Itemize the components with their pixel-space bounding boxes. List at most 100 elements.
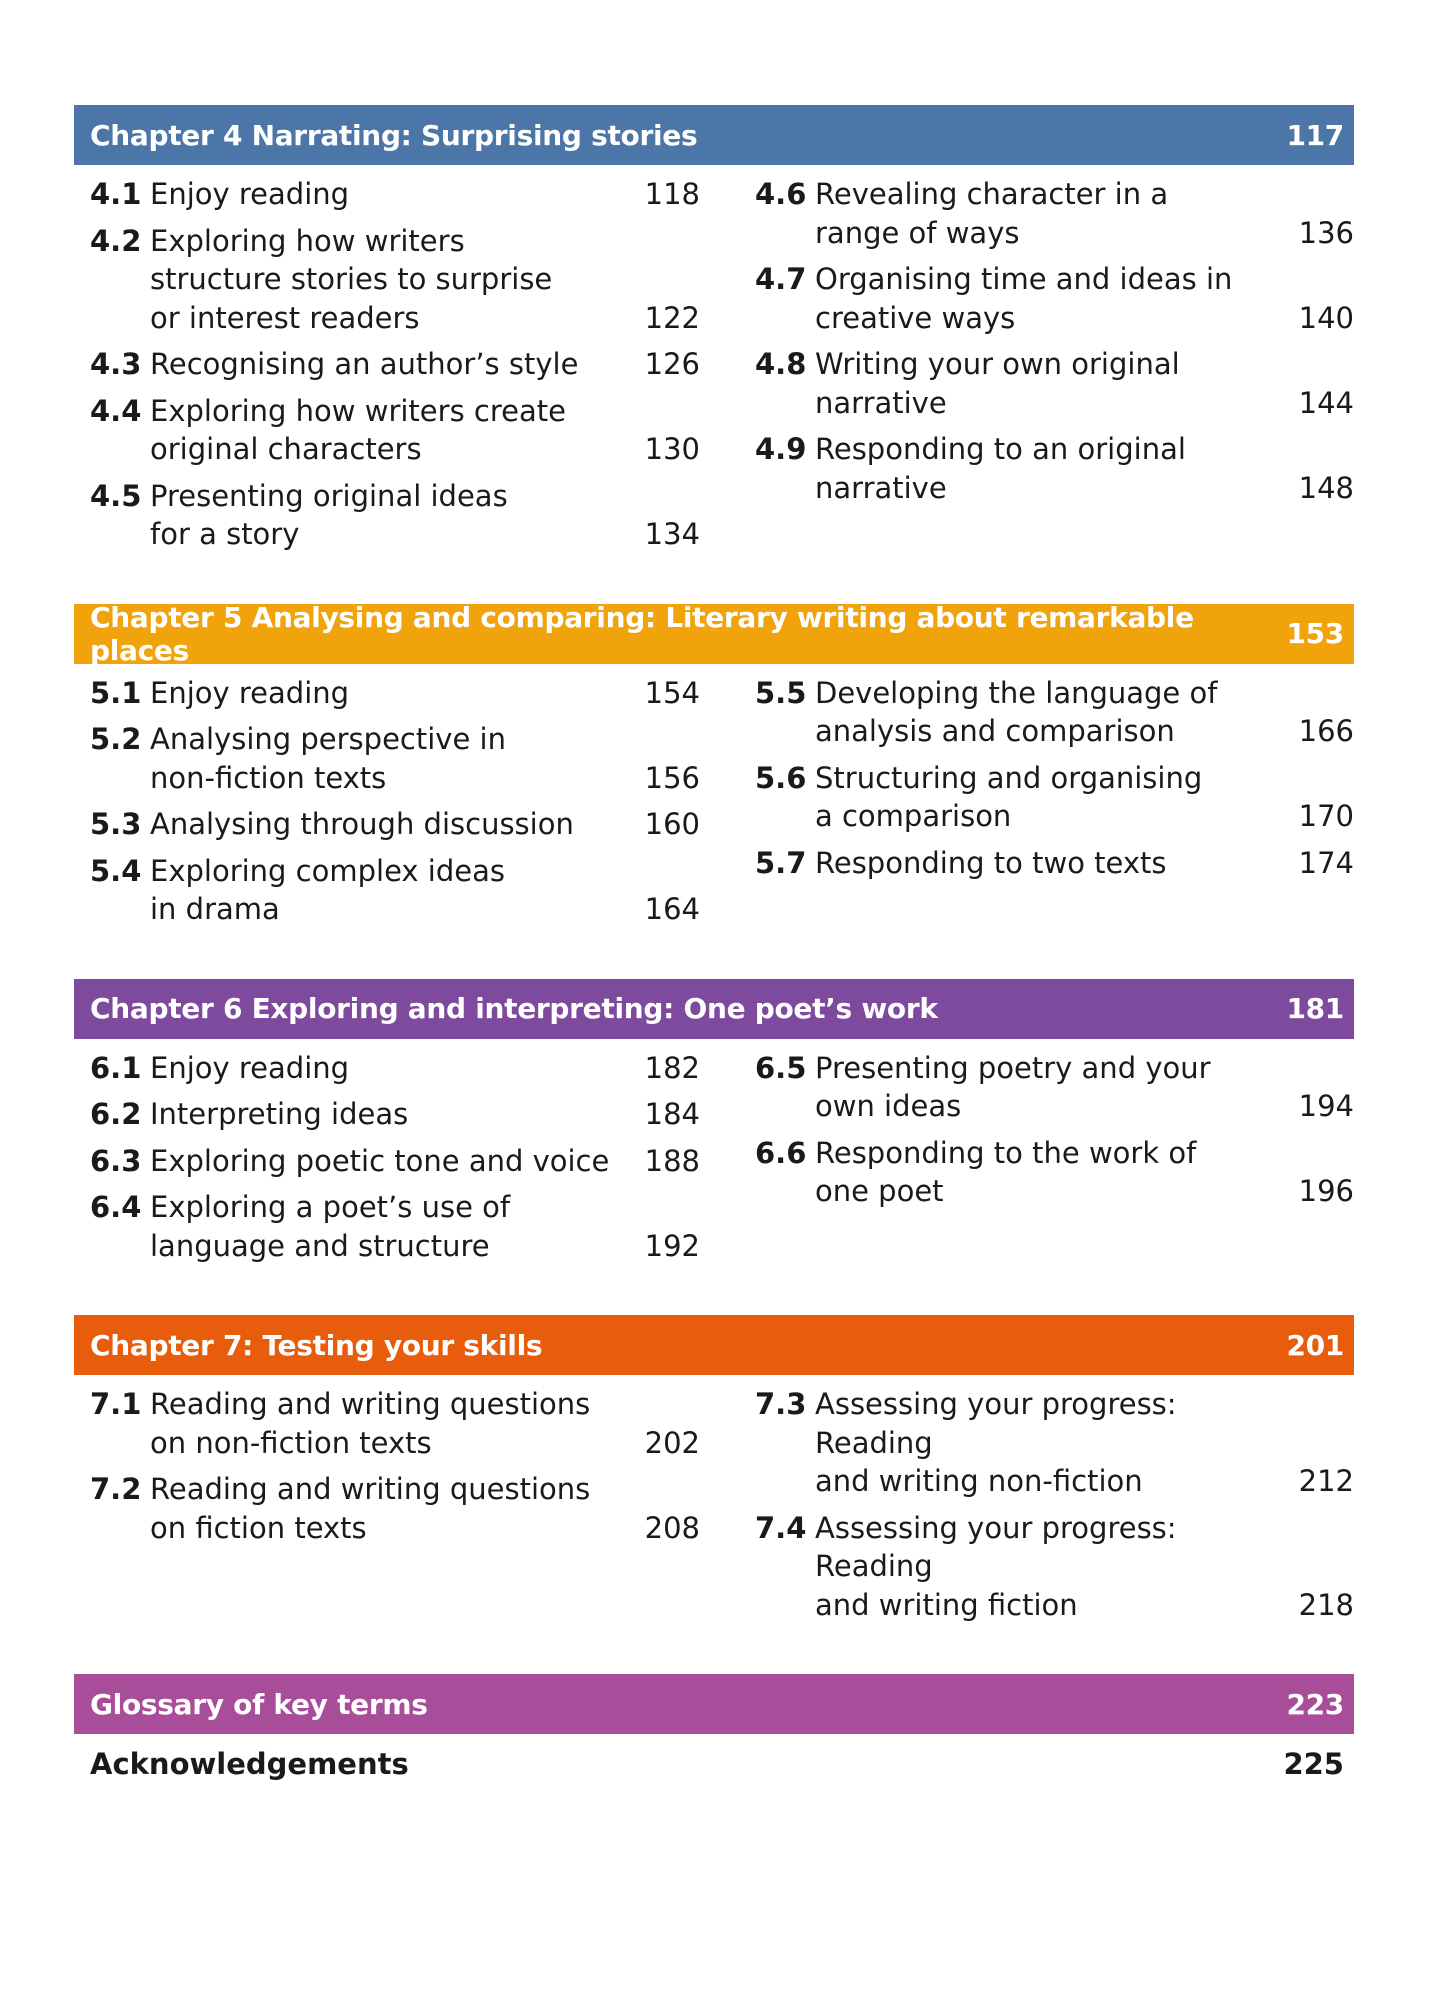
toc-entry-6-2[interactable]: 6.2 Interpreting ideas 184 xyxy=(90,1095,700,1134)
entry-page: 144 xyxy=(1298,385,1354,420)
chapter-7-left-column: 7.1 Reading and writing questions on non-… xyxy=(90,1385,700,1632)
toc-entry-5-4[interactable]: 5.4 Exploring complex ideas in drama 164 xyxy=(90,852,700,929)
entry-number: 6.3 xyxy=(90,1143,142,1178)
chapter-6-header[interactable]: Chapter 6 Exploring and interpreting: On… xyxy=(74,978,1354,1039)
entry-number: 5.3 xyxy=(90,807,142,841)
entry-title: Reading and writing questions on non-fic… xyxy=(150,1387,591,1460)
toc-entry-4-9[interactable]: 4.9 Responding to an original narrative 14… xyxy=(755,430,1354,507)
entry-page: 184 xyxy=(644,1097,700,1131)
toc-entry-6-5[interactable]: 6.5 Presenting poetry and your own ideas 1… xyxy=(755,1049,1354,1126)
toc-entry-5-6[interactable]: 5.6 Structuring and organising a comparis… xyxy=(755,759,1354,836)
entry-number: 4.3 xyxy=(90,347,142,381)
entry-page: 218 xyxy=(1298,1587,1354,1622)
entry-title: Assessing your progress: Reading and wri… xyxy=(815,1387,1177,1498)
chapter-page: 201 xyxy=(1286,1328,1344,1362)
toc-entry-5-1[interactable]: 5.1 Enjoy reading 154 xyxy=(90,674,700,713)
entry-page: 192 xyxy=(644,1228,700,1263)
entry-title: Writing your own original narrative xyxy=(815,347,1180,420)
toc-entry-4-2[interactable]: 4.2 Exploring how writers structure stori… xyxy=(90,222,700,338)
entry-title: Recognising an author’s style xyxy=(150,347,579,381)
toc-entry-6-6[interactable]: 6.6 Responding to the work of one poet 196 xyxy=(755,1134,1354,1211)
entry-page: 118 xyxy=(644,177,700,211)
toc-entry-5-7[interactable]: 5.7 Responding to two texts 174 xyxy=(755,844,1354,883)
entry-number: 5.6 xyxy=(755,760,807,795)
entry-title: Enjoy reading xyxy=(150,1050,350,1085)
entry-number: 6.5 xyxy=(755,1050,807,1085)
entry-number: 4.7 xyxy=(755,262,807,296)
entry-title: Revealing character in a range of ways xyxy=(815,177,1169,250)
acknowledgements-row[interactable]: Acknowledgements 225 xyxy=(74,1734,1354,1794)
entry-title: Exploring complex ideas in drama xyxy=(150,853,505,927)
entry-title: Exploring poetic tone and voice xyxy=(150,1143,610,1178)
toc-entry-5-3[interactable]: 5.3 Analysing through discussion 160 xyxy=(90,805,700,844)
chapter-4-header[interactable]: Chapter 4 Narrating: Surprising stories … xyxy=(74,105,1354,165)
toc-entry-6-1[interactable]: 6.1 Enjoy reading 182 xyxy=(90,1049,700,1088)
entry-page: 166 xyxy=(1298,714,1354,748)
toc-entry-4-3[interactable]: 4.3 Recognising an author’s style 126 xyxy=(90,345,700,384)
entry-number: 4.8 xyxy=(755,347,807,381)
toc-entry-7-2[interactable]: 7.2 Reading and writing questions on fict… xyxy=(90,1470,700,1547)
entry-title: Exploring a poet’s use of language and s… xyxy=(150,1190,511,1263)
entry-number: 4.2 xyxy=(90,223,142,258)
chapter-5-header[interactable]: Chapter 5 Analysing and comparing: Liter… xyxy=(74,601,1354,667)
entry-title: Analysing perspective in non-fiction tex… xyxy=(150,722,506,795)
chapter-title: Chapter 6 Exploring and interpreting: On… xyxy=(90,992,938,1025)
entry-page: 148 xyxy=(1298,470,1354,505)
glossary-title: Glossary of key terms xyxy=(90,1687,428,1721)
chapter-5-section: Chapter 5 Analysing and comparing: Liter… xyxy=(74,601,1354,937)
toc-entry-7-1[interactable]: 7.1 Reading and writing questions on non-… xyxy=(90,1385,700,1462)
chapter-7-section: Chapter 7: Testing your skills 201 7.1 Re… xyxy=(74,1315,1354,1632)
entry-title: Enjoy reading xyxy=(150,675,350,710)
toc-entry-4-8[interactable]: 4.8 Writing your own original narrative 14… xyxy=(755,345,1354,422)
entry-title: Enjoy reading xyxy=(150,177,350,211)
chapter-6-left-column: 6.1 Enjoy reading 182 6.2 Interpreting idea… xyxy=(90,1049,700,1274)
entry-title: Responding to the work of one poet xyxy=(815,1135,1197,1209)
toc-entry-4-6[interactable]: 4.6 Revealing character in a range of way… xyxy=(755,175,1354,252)
entry-page: 130 xyxy=(644,432,700,466)
glossary-header[interactable]: Glossary of key terms 223 xyxy=(74,1674,1354,1734)
toc-entry-4-1[interactable]: 4.1 Enjoy reading 118 xyxy=(90,175,700,214)
chapter-5-left-column: 5.1 Enjoy reading 154 5.2 Analysing perspec… xyxy=(90,674,700,937)
toc-entry-6-4[interactable]: 6.4 Exploring a poet’s use of language an… xyxy=(90,1188,700,1265)
entry-page: 188 xyxy=(644,1143,700,1178)
entry-number: 6.6 xyxy=(755,1135,807,1170)
chapter-7-header[interactable]: Chapter 7: Testing your skills 201 xyxy=(74,1315,1354,1375)
entry-number: 6.4 xyxy=(90,1190,142,1224)
chapter-page: 153 xyxy=(1286,617,1344,650)
entry-title: Organising time and ideas in creative wa… xyxy=(815,262,1233,335)
toc-entry-5-5[interactable]: 5.5 Developing the language of analysis a… xyxy=(755,674,1354,751)
entry-number: 4.4 xyxy=(90,393,142,428)
entry-number: 7.1 xyxy=(90,1387,142,1421)
entry-number: 7.4 xyxy=(755,1510,807,1545)
acknowledgements-page: 225 xyxy=(1283,1747,1344,1781)
entry-page: 194 xyxy=(1298,1089,1354,1123)
toc-entry-4-4[interactable]: 4.4 Exploring how writers create original… xyxy=(90,392,700,469)
entry-number: 5.2 xyxy=(90,722,142,756)
entry-title: Presenting original ideas for a story xyxy=(150,478,508,552)
entry-number: 7.3 xyxy=(755,1387,807,1421)
entry-title: Assessing your progress: Reading and wri… xyxy=(815,1510,1177,1622)
toc-entry-4-5[interactable]: 4.5 Presenting original ideas for a story… xyxy=(90,477,700,554)
entry-title: Exploring how writers structure stories … xyxy=(150,223,553,335)
entry-title: Presenting poetry and your own ideas xyxy=(815,1050,1211,1124)
entry-title: Responding to two texts xyxy=(815,845,1167,880)
entry-number: 5.7 xyxy=(755,845,807,880)
toc-entry-5-2[interactable]: 5.2 Analysing perspective in non-fiction … xyxy=(90,720,700,797)
chapter-title: Chapter 7: Testing your skills xyxy=(90,1328,543,1362)
entry-page: 208 xyxy=(644,1510,700,1545)
chapter-4-left-column: 4.1 Enjoy reading 118 4.2 Exploring how wri… xyxy=(90,175,700,562)
toc-entry-7-3[interactable]: 7.3 Assessing your progress: Reading and … xyxy=(755,1385,1354,1501)
chapter-4-right-column: 4.6 Revealing character in a range of way… xyxy=(755,175,1354,562)
chapter-6-right-column: 6.5 Presenting poetry and your own ideas 1… xyxy=(755,1049,1354,1274)
entry-number: 6.2 xyxy=(90,1097,142,1131)
entry-page: 182 xyxy=(644,1050,700,1085)
entry-page: 174 xyxy=(1298,845,1354,880)
glossary-page: 223 xyxy=(1286,1687,1344,1721)
toc-entry-4-7[interactable]: 4.7 Organising time and ideas in creative… xyxy=(755,260,1354,337)
entry-title: Developing the language of analysis and … xyxy=(815,675,1218,749)
toc-entry-7-4[interactable]: 7.4 Assessing your progress: Reading and … xyxy=(755,1509,1354,1625)
entry-page: 136 xyxy=(1298,215,1354,250)
toc-entry-6-3[interactable]: 6.3 Exploring poetic tone and voice 188 xyxy=(90,1142,700,1181)
entry-number: 5.1 xyxy=(90,675,142,710)
chapter-page: 181 xyxy=(1286,992,1344,1025)
